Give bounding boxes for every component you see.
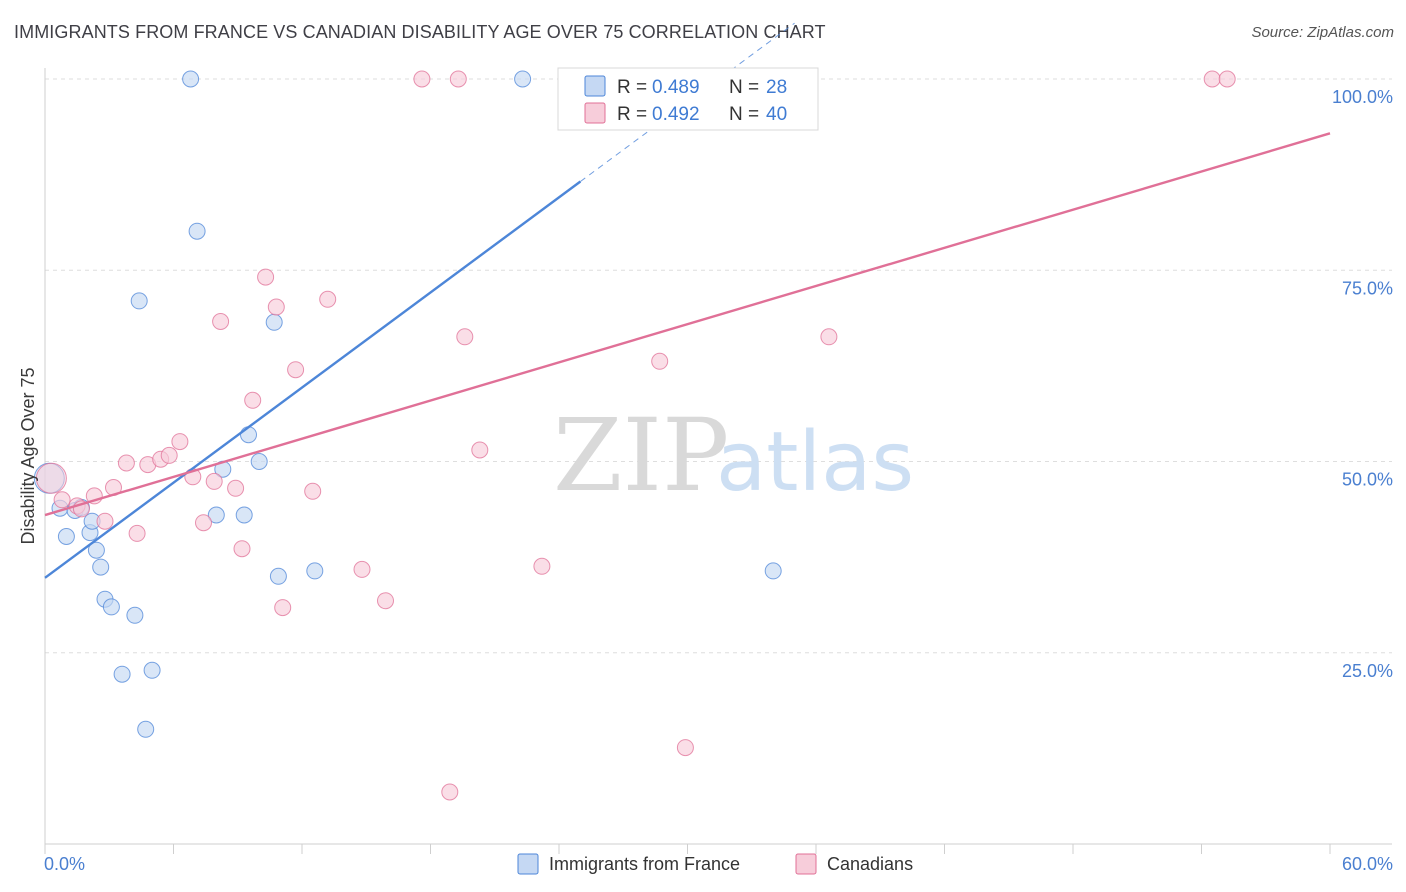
point-canadians-1 <box>53 491 71 509</box>
point-france-16 <box>182 70 200 88</box>
watermark-zip: ZIP <box>553 397 729 514</box>
point-france-18 <box>207 506 225 524</box>
series-legend-label-pink: Canadians <box>827 854 913 874</box>
point-canadians-26 <box>353 560 371 578</box>
trend-line-france <box>44 180 582 579</box>
source-label: Source: ZipAtlas.com <box>1251 24 1394 41</box>
series-legend-swatch-pink <box>795 853 817 875</box>
point-canadians-17 <box>227 479 245 497</box>
data-points <box>33 70 1236 801</box>
legend-swatch-blue <box>584 75 606 97</box>
legend-swatch-pink <box>584 102 606 124</box>
series-legend-label-blue: Immigrants from France <box>549 854 740 874</box>
point-canadians-32 <box>471 441 489 459</box>
point-canadians-33 <box>533 557 551 575</box>
point-france-25 <box>306 562 324 580</box>
point-canadians-18 <box>233 540 251 558</box>
watermark-atlas: atlas <box>716 415 914 510</box>
point-canadians-7 <box>117 454 135 472</box>
correlation-legend: R = 0.489 N = 28 R = 0.492 N = 40 <box>557 67 819 131</box>
point-canadians-39 <box>1218 70 1236 88</box>
point-canadians-23 <box>287 361 305 379</box>
point-france-27 <box>764 562 782 580</box>
x-tick-label-right: 60.0% <box>1342 854 1393 874</box>
y-tick-label-3: 100.0% <box>1332 87 1393 107</box>
legend-n-label-2: N = <box>729 104 759 125</box>
y-tick-label-0: 25.0% <box>1342 661 1393 681</box>
point-france-10 <box>102 598 120 616</box>
legend-r-value-2: 0.492 <box>652 104 700 125</box>
point-canadians-37 <box>820 328 838 346</box>
point-france-8 <box>92 558 110 576</box>
legend-r-label-2: R = <box>617 104 647 125</box>
point-canadians-0 <box>35 462 67 494</box>
point-france-2 <box>57 528 75 545</box>
point-canadians-27 <box>377 592 394 610</box>
legend-n-value-2: 40 <box>766 104 787 125</box>
point-canadians-14 <box>195 514 212 532</box>
legend-r-value-1: 0.489 <box>652 77 700 98</box>
point-canadians-21 <box>267 298 285 316</box>
point-canadians-31 <box>456 328 474 346</box>
watermark: ZIP atlas <box>553 397 914 514</box>
point-france-12 <box>126 606 144 624</box>
point-canadians-30 <box>449 70 467 88</box>
point-france-13 <box>130 292 148 310</box>
legend-n-label-1: N = <box>729 77 759 98</box>
point-france-20 <box>235 506 253 524</box>
axes <box>44 68 1392 854</box>
series-legend-swatch-blue <box>517 853 539 875</box>
point-canadians-28 <box>413 70 431 88</box>
point-france-26 <box>514 70 532 88</box>
point-canadians-38 <box>1203 70 1221 88</box>
point-canadians-12 <box>171 433 189 451</box>
point-france-14 <box>137 720 155 738</box>
point-canadians-8 <box>128 524 146 542</box>
point-canadians-24 <box>304 482 322 500</box>
legend-r-label-1: R = <box>617 77 647 98</box>
point-france-17 <box>188 222 206 240</box>
point-canadians-25 <box>319 290 337 308</box>
point-france-24 <box>269 567 287 585</box>
point-canadians-16 <box>212 313 230 330</box>
point-france-22 <box>250 453 268 470</box>
point-canadians-5 <box>96 512 114 530</box>
point-canadians-35 <box>676 739 694 757</box>
point-canadians-22 <box>274 599 292 617</box>
y-tick-labels: 25.0% 50.0% 75.0% 100.0% <box>1332 87 1393 681</box>
trend-line-canadians <box>44 132 1331 517</box>
point-canadians-34 <box>651 352 669 370</box>
point-canadians-19 <box>244 391 262 409</box>
chart-title: IMMIGRANTS FROM FRANCE VS CANADIAN DISAB… <box>14 22 826 42</box>
point-france-21 <box>240 426 257 444</box>
point-france-23 <box>265 313 283 331</box>
y-tick-label-2: 75.0% <box>1342 278 1393 298</box>
point-canadians-29 <box>441 783 459 801</box>
legend-n-value-1: 28 <box>766 77 787 98</box>
gridlines <box>45 78 1392 654</box>
point-canadians-20 <box>257 268 275 286</box>
point-canadians-11 <box>160 446 178 464</box>
x-tick-label-left: 0.0% <box>44 854 85 874</box>
point-france-11 <box>113 665 131 683</box>
series-legend: Immigrants from France Canadians <box>517 853 913 875</box>
y-axis-label: Disability Age Over 75 <box>18 367 38 544</box>
point-france-15 <box>143 661 161 679</box>
point-france-7 <box>87 541 105 559</box>
point-canadians-15 <box>205 472 223 490</box>
y-tick-label-1: 50.0% <box>1342 470 1393 490</box>
